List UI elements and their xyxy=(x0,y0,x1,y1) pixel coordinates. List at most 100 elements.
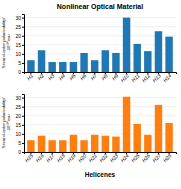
tick: H27 xyxy=(151,152,162,163)
tick-label: 30 xyxy=(15,15,21,21)
tick: 30 xyxy=(15,15,24,21)
tick: H7 xyxy=(89,72,98,81)
tick: H28 xyxy=(162,152,173,163)
tick: 15 xyxy=(15,122,24,128)
tick: H6 xyxy=(79,72,88,81)
bar xyxy=(133,44,140,72)
tick-label: 20 xyxy=(15,113,21,119)
grid-line xyxy=(24,26,176,27)
tick: H3 xyxy=(47,72,56,81)
x-label: Helicenes xyxy=(85,171,116,178)
tick-label: 25 xyxy=(15,104,21,110)
bar xyxy=(165,37,172,72)
tick-mark xyxy=(22,134,24,135)
panel: 051015202530H15H16H17H18H19H20H21H22H23H… xyxy=(15,95,176,164)
tick: H18 xyxy=(55,152,66,163)
tick: 25 xyxy=(15,104,24,110)
tick: 20 xyxy=(15,33,24,39)
y-axis: 0 5 10 15 20 25 30 xyxy=(15,15,24,76)
tick-label: H7 xyxy=(89,72,98,81)
tick: H11 xyxy=(130,72,141,83)
tick-label: H16 xyxy=(34,152,45,163)
tick: H21 xyxy=(87,152,98,163)
bars xyxy=(27,97,173,152)
grid-line xyxy=(24,17,176,18)
tick-label: H22 xyxy=(98,152,109,163)
tick-label: H1 xyxy=(25,72,34,81)
bar xyxy=(112,137,119,152)
tick-label: 10 xyxy=(15,131,21,137)
grid xyxy=(24,98,176,152)
tick-label: H13 xyxy=(151,72,162,83)
grid xyxy=(24,18,176,72)
tick: H26 xyxy=(140,152,151,163)
tick-mark xyxy=(22,27,24,28)
tick: H15 xyxy=(24,152,35,163)
grid-line xyxy=(24,62,176,63)
bar xyxy=(91,60,98,72)
bar xyxy=(38,50,45,72)
tick: H1 xyxy=(25,72,34,81)
bar xyxy=(48,62,55,72)
tick: 25 xyxy=(15,24,24,30)
tick-label: H17 xyxy=(45,152,56,163)
tick-label: H20 xyxy=(77,152,88,163)
tick: H2 xyxy=(36,72,45,81)
tick: 10 xyxy=(15,51,24,57)
grid-line xyxy=(24,133,176,134)
bar xyxy=(38,136,45,152)
y-label: Second-order polarizability/-10⁻³⁰ esu xyxy=(1,17,11,69)
grid-line xyxy=(24,35,176,36)
tick: H24 xyxy=(119,152,130,163)
bar xyxy=(80,140,87,152)
tick-label: H12 xyxy=(140,72,151,83)
tick: H9 xyxy=(111,72,120,81)
tick: 5 xyxy=(18,140,24,146)
bar xyxy=(80,53,87,72)
tick-label: H25 xyxy=(130,152,141,163)
axis-line xyxy=(25,153,177,155)
tick: H10 xyxy=(119,72,130,83)
tick: H12 xyxy=(140,72,151,83)
bar xyxy=(112,53,119,72)
tick: H23 xyxy=(109,152,120,163)
tick-label: H2 xyxy=(36,72,45,81)
tick-mark xyxy=(22,72,24,73)
tick: H19 xyxy=(66,152,77,163)
tick-mark xyxy=(22,107,24,108)
tick-label: H10 xyxy=(119,72,130,83)
tick-label: H19 xyxy=(66,152,77,163)
tick-label: 5 xyxy=(18,60,21,66)
tick-mark xyxy=(22,152,24,153)
tick-mark xyxy=(22,116,24,117)
tick: 20 xyxy=(15,113,24,119)
y-label-line: -10⁻³⁰ esu xyxy=(6,114,11,132)
tick-label: 15 xyxy=(15,42,21,48)
tick-label: H15 xyxy=(24,152,35,163)
grid-line xyxy=(24,124,176,125)
tick: 30 xyxy=(15,95,24,101)
tick-label: H14 xyxy=(162,72,173,83)
grid-line xyxy=(24,142,176,143)
tick: 10 xyxy=(15,131,24,137)
panel: 051015202530H1H2H3H4H5H6H7H8H9H10H11H12H… xyxy=(15,15,176,84)
bar xyxy=(165,123,172,152)
tick: H17 xyxy=(45,152,56,163)
tick: 0 xyxy=(18,69,24,75)
tick: H5 xyxy=(68,72,77,81)
tick-mark xyxy=(22,125,24,126)
bar xyxy=(70,135,77,152)
tick-label: H11 xyxy=(130,72,141,83)
tick: H13 xyxy=(151,72,162,83)
x-axis: H15H16H17H18H19H20H21H22H23H24H25H26H27H… xyxy=(24,152,177,163)
tick-label: 30 xyxy=(15,95,21,101)
tick: H16 xyxy=(34,152,45,163)
tick-label: 20 xyxy=(15,33,21,39)
grid-line xyxy=(24,106,176,107)
tick: H22 xyxy=(98,152,109,163)
x-axis: H1H2H3H4H5H6H7H8H9H10H11H12H13H14 xyxy=(25,72,177,83)
tick-label: H21 xyxy=(87,152,98,163)
tick-mark xyxy=(22,143,24,144)
axis-line xyxy=(22,95,25,153)
tick-mark xyxy=(22,98,24,99)
